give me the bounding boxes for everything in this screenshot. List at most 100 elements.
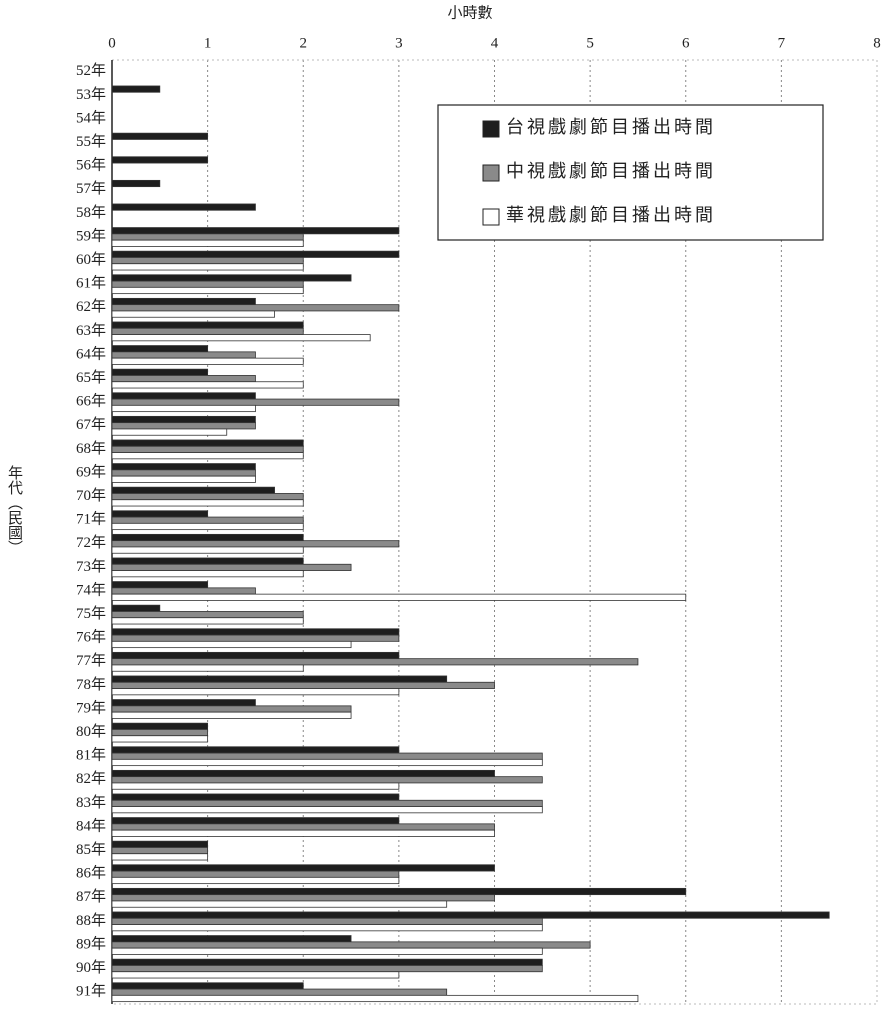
bar bbox=[111, 274, 352, 282]
bar bbox=[111, 634, 400, 642]
bar bbox=[111, 617, 304, 625]
bar bbox=[111, 876, 400, 885]
x-tick-label: 6 bbox=[682, 35, 690, 51]
bar bbox=[111, 250, 400, 258]
bar bbox=[111, 469, 256, 477]
bar bbox=[111, 806, 543, 814]
bar bbox=[111, 965, 543, 973]
bar bbox=[111, 179, 161, 188]
y-tick-label: 63年 bbox=[76, 322, 106, 339]
y-tick-label: 82年 bbox=[76, 770, 106, 787]
bar bbox=[111, 628, 400, 636]
y-tick-label: 71年 bbox=[76, 511, 106, 528]
bar bbox=[111, 735, 209, 743]
bar bbox=[111, 321, 304, 329]
bar bbox=[111, 823, 495, 831]
bar bbox=[111, 651, 400, 660]
bar bbox=[111, 847, 209, 855]
bar bbox=[111, 947, 543, 955]
x-tick-label: 5 bbox=[586, 35, 594, 51]
bar bbox=[111, 351, 256, 359]
y-tick-label: 85年 bbox=[76, 841, 106, 858]
legend-box bbox=[437, 104, 824, 241]
bar bbox=[111, 557, 304, 565]
bar bbox=[111, 522, 304, 531]
bar bbox=[111, 415, 256, 424]
y-tick-label: 83年 bbox=[76, 794, 106, 811]
x-tick-label: 3 bbox=[395, 35, 403, 51]
bar bbox=[111, 475, 256, 483]
bar bbox=[111, 746, 400, 754]
bar bbox=[111, 486, 275, 494]
bar bbox=[111, 917, 543, 925]
bar bbox=[111, 463, 256, 471]
bar bbox=[111, 439, 304, 447]
y-tick-label: 59年 bbox=[76, 227, 106, 244]
legend-swatch bbox=[482, 208, 500, 226]
x-tick-label: 8 bbox=[873, 35, 881, 51]
y-axis-label: 年代（民國） bbox=[6, 465, 23, 555]
y-tick-label: 64年 bbox=[76, 345, 106, 362]
legend-swatch bbox=[482, 120, 500, 138]
bar bbox=[111, 658, 639, 666]
bar bbox=[111, 581, 209, 589]
legend-label: 華視戲劇節目播出時間 bbox=[506, 205, 716, 225]
bar bbox=[111, 711, 352, 719]
bar bbox=[111, 357, 304, 365]
bar bbox=[111, 729, 209, 737]
bar bbox=[111, 570, 304, 578]
bar bbox=[111, 280, 304, 288]
bar bbox=[111, 392, 256, 400]
y-tick-label: 75年 bbox=[76, 605, 106, 622]
y-tick-label: 79年 bbox=[76, 699, 106, 716]
bar bbox=[111, 829, 495, 837]
y-tick-label: 74年 bbox=[76, 581, 106, 598]
bar bbox=[111, 988, 448, 996]
y-tick-label: 54年 bbox=[76, 109, 106, 126]
bar bbox=[111, 958, 543, 966]
x-tick-label: 0 bbox=[108, 35, 116, 51]
legend-label: 台視戲劇節目播出時間 bbox=[506, 117, 716, 137]
bar bbox=[111, 304, 400, 312]
bar bbox=[111, 752, 543, 760]
bar bbox=[111, 688, 400, 696]
y-tick-label: 52年 bbox=[76, 62, 106, 79]
y-tick-label: 88年 bbox=[76, 912, 106, 929]
y-tick-label: 57年 bbox=[76, 180, 106, 197]
bar bbox=[111, 257, 304, 265]
bar bbox=[111, 769, 495, 778]
y-tick-label: 84年 bbox=[76, 817, 106, 834]
bar bbox=[111, 611, 304, 619]
bar bbox=[111, 85, 161, 93]
bar bbox=[111, 533, 304, 542]
bar bbox=[111, 203, 256, 211]
bar bbox=[111, 675, 448, 683]
y-tick-label: 86年 bbox=[76, 865, 106, 882]
bar bbox=[111, 887, 687, 896]
bar bbox=[111, 327, 304, 335]
y-tick-label: 90年 bbox=[76, 959, 106, 976]
y-tick-label: 56年 bbox=[76, 157, 106, 174]
bar bbox=[111, 227, 400, 235]
bar bbox=[111, 840, 209, 848]
bar bbox=[111, 758, 543, 767]
bar bbox=[111, 428, 228, 436]
bar bbox=[111, 604, 161, 612]
x-tick-label: 4 bbox=[491, 35, 499, 51]
y-tick-label: 58年 bbox=[76, 204, 106, 221]
y-tick-label: 77年 bbox=[76, 652, 106, 669]
y-tick-label: 61年 bbox=[76, 275, 106, 292]
bar bbox=[111, 817, 400, 825]
bar bbox=[111, 540, 400, 548]
y-tick-label: 78年 bbox=[76, 676, 106, 693]
bar bbox=[111, 233, 304, 241]
y-tick-label: 62年 bbox=[76, 298, 106, 315]
x-tick-label: 1 bbox=[204, 35, 212, 51]
bar bbox=[111, 422, 256, 430]
bar bbox=[111, 799, 543, 807]
x-axis-label: 小時數 bbox=[447, 4, 492, 21]
bar bbox=[111, 398, 400, 406]
y-tick-label: 70年 bbox=[76, 487, 106, 504]
bar bbox=[111, 368, 209, 376]
bar bbox=[111, 664, 304, 672]
